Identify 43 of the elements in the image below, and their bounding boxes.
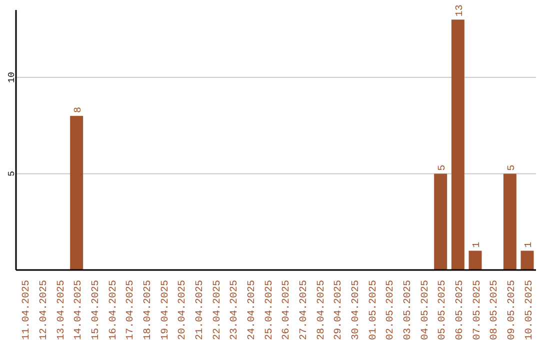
bar [503,174,516,270]
x-tick-label: 03.05.2025 [403,280,414,340]
x-tick-label: 12.04.2025 [39,280,50,340]
x-tick-label: 14.04.2025 [74,280,85,340]
data-label: 5 [506,164,518,171]
x-tick-label: 20.04.2025 [178,280,189,340]
y-tick-label: 10 [7,72,17,83]
x-tick-label: 26.04.2025 [282,280,293,340]
bar [434,174,448,270]
x-tick-label: 15.04.2025 [91,280,102,340]
x-tick-label: 07.05.2025 [472,280,484,340]
bar [468,250,482,270]
x-tick-label: 16.04.2025 [108,280,120,340]
data-label: 1 [524,242,536,248]
x-tick-label: 27.04.2025 [299,280,310,340]
x-tick-label: 22.04.2025 [212,280,224,340]
x-tick-label: 04.05.2025 [420,280,432,340]
x-tick-label: 29.04.2025 [334,280,345,340]
x-tick-label: 05.05.2025 [438,280,449,340]
data-label: 1 [472,242,484,248]
x-tick-label: 10.05.2025 [524,280,536,340]
x-tick-label: 06.05.2025 [455,280,466,340]
bar [70,116,84,270]
data-label: 5 [438,164,449,171]
x-tick-label: 23.04.2025 [230,280,241,340]
data-label: 13 [454,4,466,17]
x-tick-label: 13.04.2025 [56,280,68,340]
x-tick-label: 17.04.2025 [126,280,137,340]
x-tick-label: 28.04.2025 [316,280,328,340]
x-tick-label: 02.05.2025 [386,280,397,340]
x-tick-label: 11.04.2025 [22,280,33,340]
x-tick-label: 19.04.2025 [160,280,172,340]
x-tick-label: 21.04.2025 [195,280,206,340]
bar [451,20,464,270]
x-tick-label: 25.04.2025 [264,280,276,340]
x-tick-label: 09.05.2025 [507,280,518,340]
x-tick-label: 30.04.2025 [351,280,362,340]
bar [520,250,534,270]
x-tick-label: 01.05.2025 [368,280,380,340]
x-tick-label: 18.04.2025 [143,280,154,340]
x-tick-label: 24.04.2025 [247,280,258,340]
data-label: 8 [74,106,85,113]
x-tick-label: 08.05.2025 [490,280,501,340]
